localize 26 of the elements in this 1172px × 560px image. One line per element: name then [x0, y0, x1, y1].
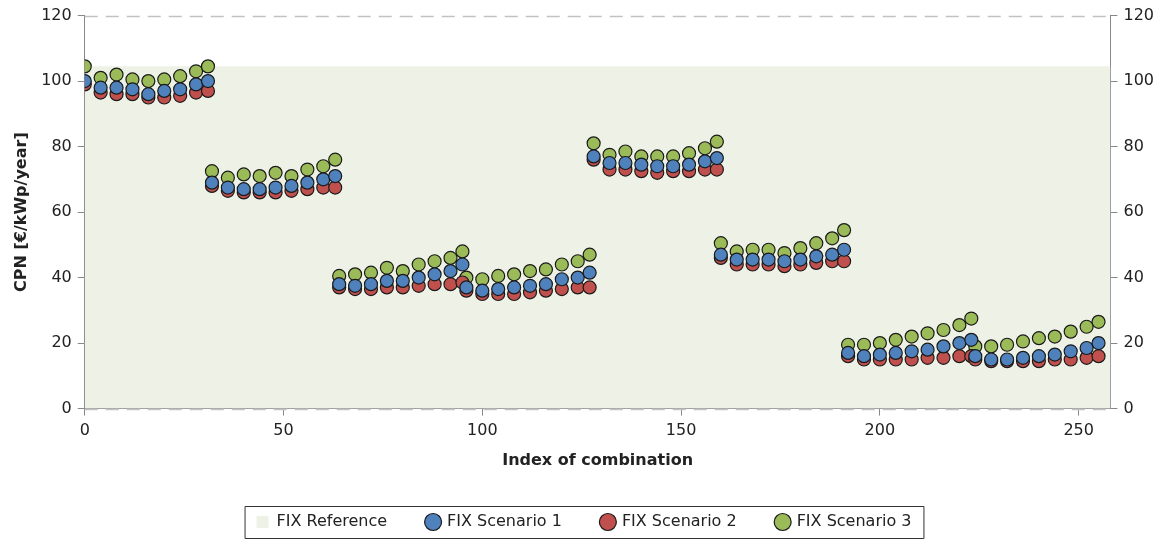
y2-tick-label: 100 — [1123, 70, 1155, 90]
y2-tick-label: 40 — [1123, 266, 1144, 286]
y2-tick-label: 60 — [1123, 201, 1144, 221]
x-tick-label: 150 — [665, 420, 697, 440]
legend-label: FIX Scenario 3 — [796, 511, 912, 531]
y-tick-label: 100 — [41, 70, 72, 90]
x-tick-label: 50 — [273, 420, 294, 440]
y2-tick-label: 80 — [1123, 135, 1144, 155]
y2-tick-label: 0 — [1123, 397, 1134, 417]
legend-label: FIX Reference — [276, 511, 388, 531]
y-tick-label: 80 — [51, 135, 72, 155]
x-tick-label: 0 — [79, 420, 90, 440]
x-tick-label: 100 — [467, 420, 498, 440]
x-axis-title: Index of combination — [502, 449, 694, 469]
legend-label: FIX Scenario 2 — [621, 511, 737, 531]
y-tick-label: 0 — [61, 397, 72, 417]
y-tick-label: 60 — [51, 201, 72, 221]
y2-tick-label: 120 — [1123, 4, 1155, 24]
y-tick-label: 40 — [51, 266, 72, 286]
legend-label: FIX Scenario 1 — [447, 511, 562, 531]
x-tick-label: 250 — [1063, 420, 1094, 440]
y-axis-title: CPN [€/kWp/year] — [10, 132, 30, 292]
y-tick-label: 120 — [41, 4, 72, 24]
y2-tick-label: 20 — [1123, 332, 1144, 352]
y-tick-label: 20 — [51, 332, 72, 352]
x-tick-label: 200 — [864, 420, 896, 440]
